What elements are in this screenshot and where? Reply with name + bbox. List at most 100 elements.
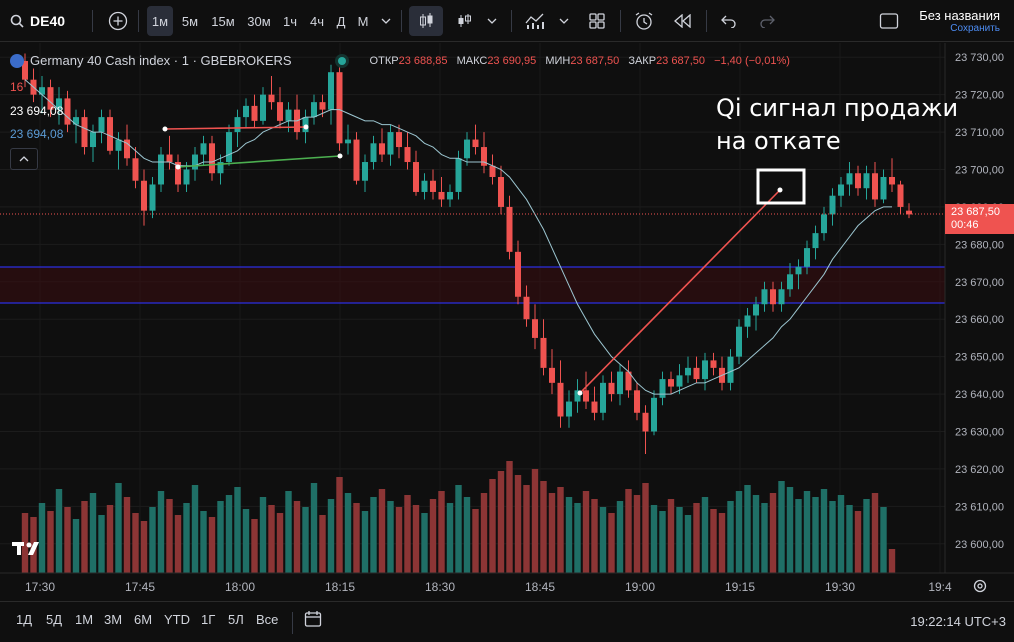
volume-bar <box>319 515 326 573</box>
candle-body <box>379 143 385 155</box>
gbe-logo-icon <box>10 53 24 68</box>
range-4-button[interactable]: 6М <box>134 612 153 627</box>
volume-bar <box>302 507 309 573</box>
range-7-button[interactable]: 5Л <box>228 612 244 627</box>
range-2-button[interactable]: 1М <box>75 612 94 627</box>
clock-timezone[interactable]: 19:22:14 UTC+3 <box>910 614 1006 629</box>
volume-bar <box>854 511 862 573</box>
timeframe-1m[interactable]: 1м <box>147 6 173 36</box>
candle-body <box>362 162 368 181</box>
range-1-button[interactable]: 5Д <box>46 612 63 627</box>
range-8-button[interactable]: Все <box>256 612 279 627</box>
timeframe-15m[interactable]: 15м <box>211 13 235 29</box>
range-3-button[interactable]: 3М <box>104 612 123 627</box>
supply-zone[interactable] <box>0 266 945 304</box>
range-6-button[interactable]: 1Г <box>201 612 216 627</box>
volume-bar <box>582 491 590 573</box>
candle-body <box>472 139 479 148</box>
candle-body <box>175 162 181 185</box>
trendline-red-horizontal[interactable] <box>164 126 307 130</box>
range-0-button[interactable]: 1Д <box>16 612 33 627</box>
toolbar-divider <box>401 10 402 32</box>
price-tick-label: 23 610,00 <box>955 501 1004 513</box>
trendline-handle[interactable] <box>303 124 309 130</box>
candle-body <box>591 401 598 413</box>
volume-bar <box>38 503 46 573</box>
signal-annotation[interactable]: Qi сигнал продажи на откате <box>716 92 958 158</box>
bar-style-button[interactable] <box>452 6 476 36</box>
trendline-handle[interactable] <box>162 126 168 132</box>
layout-window-icon-button[interactable] <box>876 6 902 36</box>
redo-icon <box>760 15 775 28</box>
toolbar-divider <box>706 10 707 32</box>
candles-chart-type-button[interactable] <box>409 6 443 36</box>
timeframe-4h[interactable]: 4ч <box>309 13 324 29</box>
alert-button[interactable] <box>630 6 658 36</box>
trendline-green[interactable] <box>177 155 341 168</box>
redo-button[interactable] <box>754 6 780 36</box>
change-value: −1,40 (−0,01%) <box>714 54 790 67</box>
bars-icon <box>458 14 471 27</box>
annotation-line-1: Qi сигнал продажи <box>716 94 959 122</box>
collapse-legend-button[interactable] <box>10 148 38 170</box>
chart-settings-button[interactable] <box>972 578 988 594</box>
candle-body <box>617 371 623 395</box>
top-toolbar: DE40 1м 5м 15м 30м 1ч 4ч Д М <box>0 0 1014 42</box>
candle-body <box>166 154 173 163</box>
candle-body <box>625 371 632 391</box>
timeframe-1h[interactable]: 1ч <box>282 13 297 29</box>
volume-bar <box>608 513 615 573</box>
compare-symbol-button[interactable] <box>104 6 132 36</box>
volume-bar <box>251 519 258 573</box>
volume-bar <box>157 491 165 573</box>
signal-highlight-box[interactable] <box>756 168 806 205</box>
timeframe-day[interactable]: Д <box>336 13 346 29</box>
trendline-handle[interactable] <box>175 164 181 170</box>
candle-body <box>107 117 113 151</box>
candle-body <box>200 143 207 155</box>
indicators-dropdown[interactable] <box>556 6 572 36</box>
candle-body <box>702 360 708 380</box>
indicator-period[interactable]: 16 <box>10 80 24 94</box>
volume-bar <box>829 501 836 573</box>
layouts-button[interactable] <box>584 6 610 36</box>
timeframe-30m[interactable]: 30м <box>247 13 271 29</box>
trendline-handle[interactable] <box>337 153 343 159</box>
layout-name[interactable]: Без названия Сохранить <box>919 8 1000 34</box>
timeframe-dropdown[interactable] <box>378 6 394 36</box>
trendline-handle[interactable] <box>577 390 583 396</box>
replay-button[interactable] <box>670 6 696 36</box>
price-tick-label: 23 670,00 <box>955 277 1004 289</box>
alarm-clock-icon <box>635 12 653 30</box>
candle-body <box>685 367 691 376</box>
price-scale[interactable] <box>945 43 1014 573</box>
indicators-button[interactable] <box>522 6 548 36</box>
candle-body <box>209 143 215 174</box>
candle-body <box>47 87 54 110</box>
timeframe-month[interactable]: М <box>357 13 369 29</box>
toolbar-divider <box>511 10 512 32</box>
candle-body <box>413 162 419 192</box>
time-tick-label: 19:4 <box>928 580 952 594</box>
candle-body <box>736 326 742 357</box>
undo-button[interactable] <box>716 6 742 36</box>
candle-body <box>863 173 870 189</box>
timeframe-5m[interactable]: 5м <box>181 13 199 29</box>
candle-body <box>642 412 649 432</box>
trendline-handle[interactable] <box>777 187 783 193</box>
trendline-red-rising[interactable] <box>579 189 781 394</box>
symbol-search[interactable]: DE40 <box>10 6 65 36</box>
time-tick-label: 18:45 <box>525 580 555 594</box>
candle-body <box>234 117 241 133</box>
go-to-date-button[interactable] <box>304 610 322 631</box>
candle-body <box>98 117 105 133</box>
candle-body <box>353 139 360 181</box>
price-tick-label: 23 720,00 <box>955 90 1004 102</box>
range-5-button[interactable]: YTD <box>164 612 190 627</box>
candle-body <box>73 117 79 125</box>
volume-bar <box>625 489 632 573</box>
price-chart[interactable]: 23 730,00 23 720,00 23 710,00 23 700,00 23 6… <box>0 43 1014 600</box>
chart-type-dropdown[interactable] <box>484 6 500 36</box>
tradingview-logo[interactable] <box>12 539 46 560</box>
volume-bar <box>293 501 301 573</box>
